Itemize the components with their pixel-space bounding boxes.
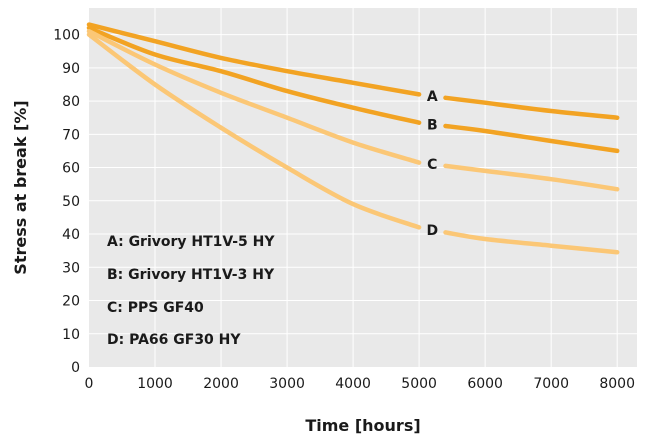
series-label-d: D bbox=[427, 223, 439, 239]
legend: A: Grivory HT1V-5 HY B: Grivory HT1V-3 HY… bbox=[107, 234, 275, 348]
y-tick-label: 40 bbox=[62, 227, 80, 243]
y-tick-label: 60 bbox=[62, 161, 80, 177]
y-tick-label: 10 bbox=[62, 327, 80, 343]
grid-lines bbox=[89, 8, 637, 367]
x-tick-label: 3000 bbox=[269, 376, 305, 392]
x-tick-label: 2000 bbox=[203, 376, 239, 392]
y-tick-label: 100 bbox=[53, 28, 80, 44]
y-tick-label: 0 bbox=[71, 360, 80, 376]
legend-entry-d: D: PA66 GF30 HY bbox=[107, 332, 241, 348]
x-axis-ticks: 0 1000 2000 3000 4000 5000 6000 7000 8000 bbox=[85, 376, 635, 392]
series-line-a-start bbox=[86, 22, 422, 97]
y-tick-label: 70 bbox=[62, 127, 80, 143]
series-label-a: A bbox=[427, 89, 438, 105]
series-layer bbox=[86, 22, 620, 255]
legend-entry-a: A: Grivory HT1V-5 HY bbox=[107, 234, 275, 250]
y-tick-label: 30 bbox=[62, 260, 80, 276]
legend-entry-b: B: Grivory HT1V-3 HY bbox=[107, 267, 275, 283]
series-label-c: C bbox=[427, 157, 437, 173]
x-tick-label: 4000 bbox=[335, 376, 371, 392]
series-line-d-start bbox=[86, 32, 422, 230]
series-line-d-end bbox=[443, 230, 620, 255]
x-tick-label: 6000 bbox=[467, 376, 503, 392]
y-tick-label: 50 bbox=[62, 194, 80, 210]
series-line-a-end bbox=[443, 95, 620, 120]
y-tick-label: 80 bbox=[62, 94, 80, 110]
series-line-b-end bbox=[443, 123, 620, 154]
x-tick-label: 5000 bbox=[401, 376, 437, 392]
series-label-b: B bbox=[427, 117, 438, 133]
y-axis-title: Stress at break [%] bbox=[11, 100, 30, 274]
x-tick-label: 1000 bbox=[137, 376, 173, 392]
x-tick-label: 8000 bbox=[599, 376, 635, 392]
legend-entry-c: C: PPS GF40 bbox=[107, 300, 204, 316]
series-line-c-end bbox=[443, 163, 620, 192]
y-tick-label: 90 bbox=[62, 61, 80, 77]
x-axis-title: Time [hours] bbox=[305, 416, 420, 435]
series-label-layer: AB C D bbox=[427, 89, 439, 239]
x-tick-label: 0 bbox=[85, 376, 94, 392]
x-tick-label: 7000 bbox=[533, 376, 569, 392]
series-line-b-start bbox=[86, 25, 422, 125]
series-line-c-start bbox=[86, 29, 422, 165]
y-axis-ticks: 0 10 20 30 40 50 60 70 80 90 100 bbox=[53, 28, 80, 376]
y-tick-label: 20 bbox=[62, 294, 80, 310]
